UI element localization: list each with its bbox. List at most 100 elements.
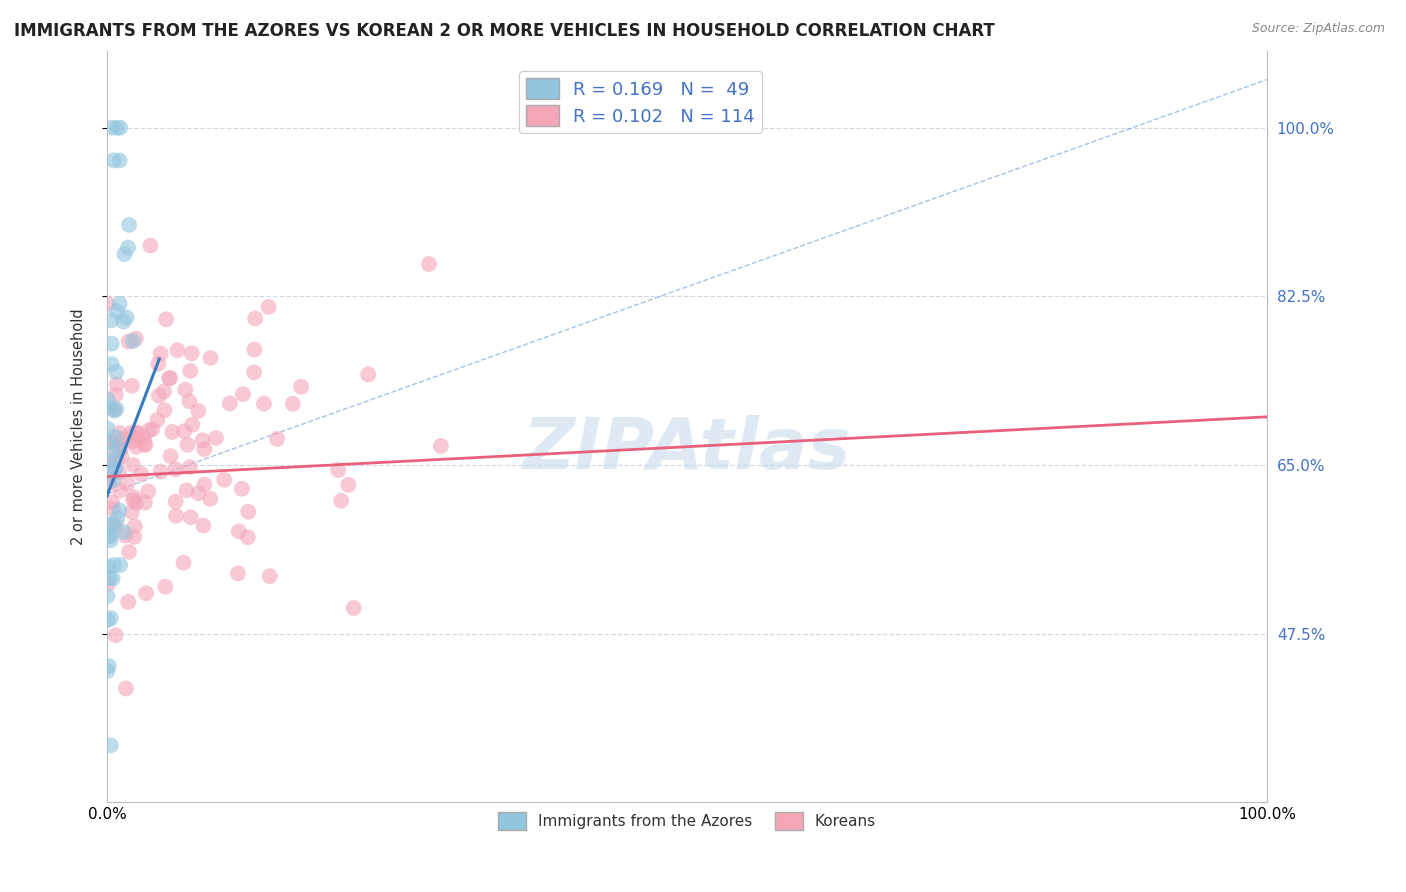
Point: [231, 482, 253, 496]
Point: [357, 368, 380, 382]
Point: [115, 681, 138, 696]
Point: [101, 501, 124, 516]
Point: [238, 505, 260, 519]
Point: [243, 311, 266, 326]
Point: [103, 437, 125, 451]
Point: [108, 483, 131, 498]
Point: [101, 434, 124, 449]
Point: [135, 586, 157, 600]
Point: [103, 402, 125, 417]
Point: [125, 332, 148, 346]
Point: [100, 336, 122, 351]
Point: [129, 467, 152, 482]
Point: [97, 560, 120, 574]
Y-axis label: 2 or more Vehicles in Household: 2 or more Vehicles in Household: [72, 308, 86, 545]
Point: [97, 613, 120, 627]
Point: [159, 449, 181, 463]
Point: [107, 453, 129, 467]
Point: [98, 571, 121, 585]
Legend: Immigrants from the Azores, Koreans: Immigrants from the Azores, Koreans: [492, 806, 882, 836]
Point: [100, 533, 122, 547]
Point: [97, 392, 120, 407]
Point: [155, 580, 177, 594]
Point: [146, 413, 169, 427]
Point: [110, 449, 132, 463]
Text: Source: ZipAtlas.com: Source: ZipAtlas.com: [1251, 22, 1385, 36]
Point: [125, 432, 148, 446]
Point: [115, 310, 138, 325]
Point: [108, 442, 131, 457]
Point: [105, 120, 128, 135]
Point: [104, 628, 127, 642]
Point: [108, 296, 131, 310]
Point: [122, 490, 145, 504]
Point: [125, 425, 148, 440]
Point: [259, 569, 281, 583]
Point: [187, 404, 209, 418]
Point: [236, 530, 259, 544]
Point: [138, 424, 160, 438]
Point: [179, 394, 201, 409]
Point: [100, 517, 122, 532]
Point: [162, 425, 184, 439]
Point: [418, 257, 440, 271]
Point: [134, 437, 156, 451]
Point: [122, 434, 145, 449]
Point: [253, 397, 276, 411]
Point: [98, 452, 121, 467]
Point: [330, 493, 353, 508]
Point: [212, 473, 235, 487]
Point: [121, 334, 143, 348]
Point: [148, 357, 170, 371]
Point: [136, 484, 159, 499]
Point: [103, 153, 125, 168]
Point: [110, 120, 132, 135]
Point: [108, 153, 131, 168]
Point: [200, 351, 222, 365]
Point: [180, 510, 202, 524]
Point: [108, 435, 131, 450]
Point: [166, 343, 188, 358]
Point: [165, 508, 187, 523]
Point: [117, 595, 139, 609]
Point: [97, 434, 120, 449]
Point: [281, 397, 304, 411]
Point: [97, 577, 120, 591]
Point: [181, 417, 204, 432]
Point: [125, 425, 148, 440]
Point: [430, 439, 453, 453]
Point: [104, 461, 127, 475]
Point: [125, 440, 148, 454]
Point: [112, 314, 135, 328]
Point: [176, 483, 198, 498]
Point: [148, 389, 170, 403]
Text: ZIPAtlas: ZIPAtlas: [523, 415, 851, 483]
Text: IMMIGRANTS FROM THE AZORES VS KOREAN 2 OR MORE VEHICLES IN HOUSEHOLD CORRELATION: IMMIGRANTS FROM THE AZORES VS KOREAN 2 O…: [14, 22, 995, 40]
Point: [193, 477, 215, 491]
Point: [193, 442, 215, 456]
Point: [104, 430, 127, 444]
Point: [176, 438, 198, 452]
Point: [96, 421, 118, 435]
Point: [104, 388, 127, 402]
Point: [134, 437, 156, 451]
Point: [205, 431, 228, 445]
Point: [218, 396, 240, 410]
Point: [103, 558, 125, 572]
Point: [141, 422, 163, 436]
Point: [149, 346, 172, 360]
Point: [179, 460, 201, 475]
Point: [232, 387, 254, 401]
Point: [103, 446, 125, 460]
Point: [121, 505, 143, 519]
Point: [173, 556, 195, 570]
Point: [266, 432, 288, 446]
Point: [105, 365, 128, 379]
Point: [257, 300, 280, 314]
Point: [165, 462, 187, 476]
Point: [97, 659, 120, 673]
Point: [153, 403, 176, 417]
Point: [117, 241, 139, 255]
Point: [149, 465, 172, 479]
Point: [111, 432, 134, 446]
